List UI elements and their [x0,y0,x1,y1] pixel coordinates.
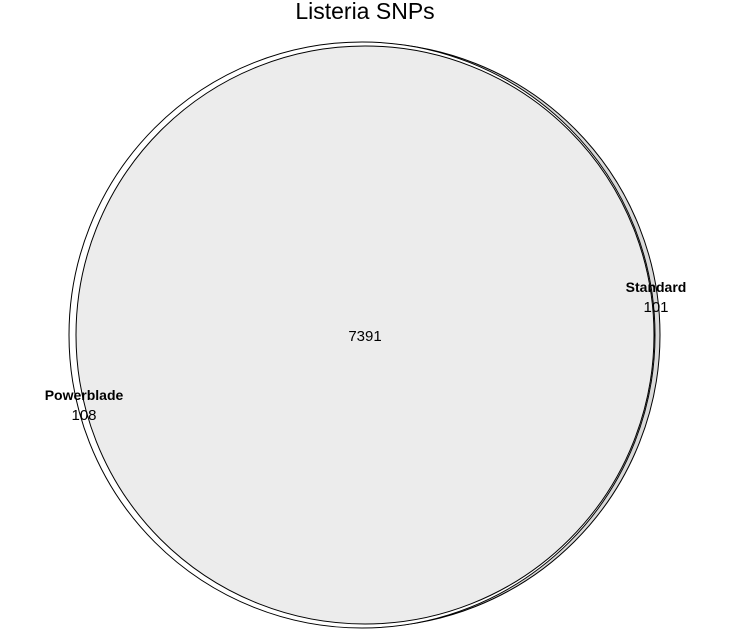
intersection-region [75,45,655,625]
set-label-powerblade: Powerblade [45,387,124,403]
set-count-standard: 101 [643,299,668,316]
set-count-powerblade: 108 [71,407,96,424]
diagram-title: Listeria SNPs [295,0,434,24]
set-label-standard: Standard [626,279,687,295]
intersection-count: 7391 [348,328,381,345]
